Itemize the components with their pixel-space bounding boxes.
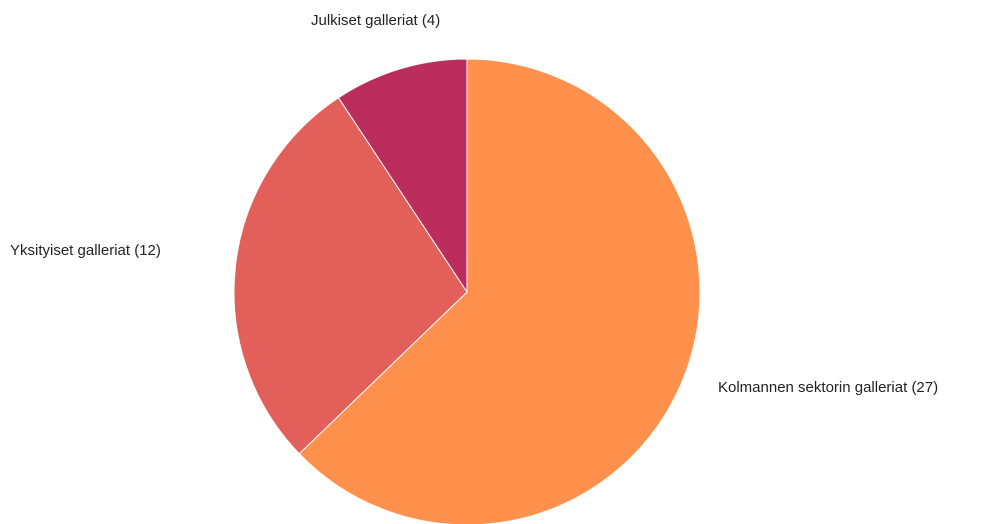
slice-julkiset-galleriat bbox=[337, 58, 468, 294]
label-kolmannen-sektorin-galleriat: Kolmannen sektorin galleriat (27) bbox=[718, 379, 938, 396]
pie-slices bbox=[233, 58, 701, 524]
label-julkiset-galleriat: Julkiset galleriat (4) bbox=[311, 12, 440, 29]
slice-kolmannen-sektorin-galleriat bbox=[298, 58, 701, 524]
slice-yksityiset-galleriat bbox=[233, 96, 468, 455]
label-yksityiset-galleriat: Yksityiset galleriat (12) bbox=[10, 242, 161, 259]
